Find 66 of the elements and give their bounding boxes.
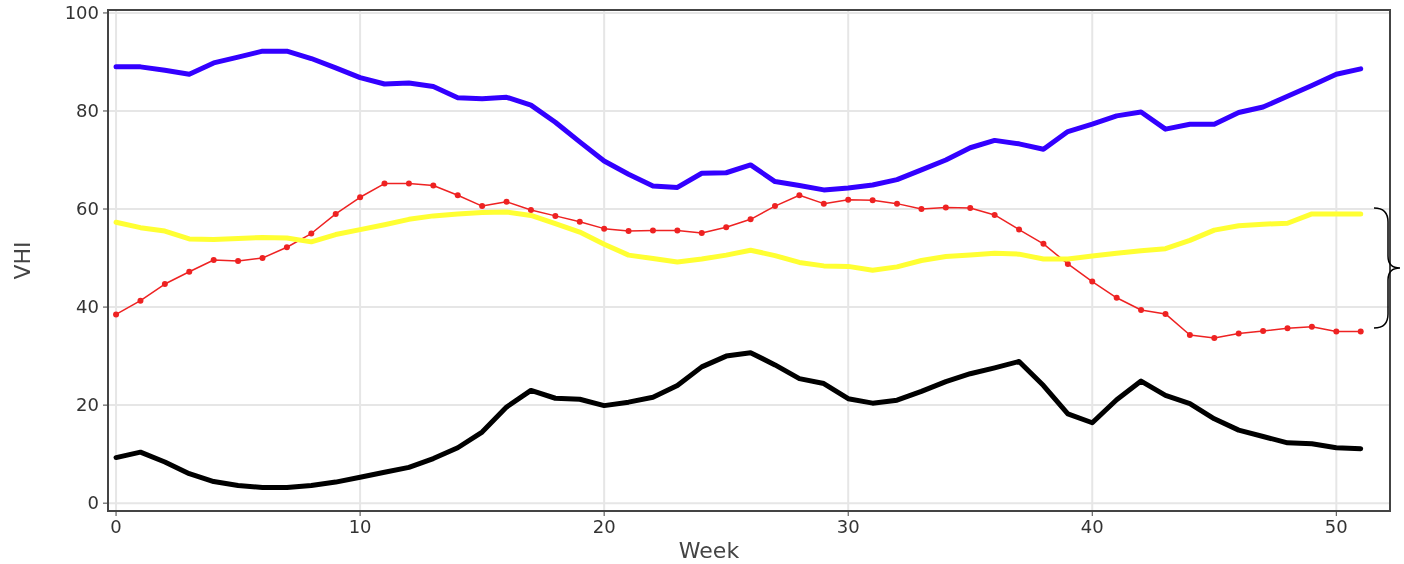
point xyxy=(1186,332,1193,339)
point xyxy=(332,210,339,217)
y-tick-label: 80 xyxy=(76,99,99,121)
y-tick-label: 20 xyxy=(76,394,99,416)
y-tick-label: 60 xyxy=(76,198,99,220)
y-tick-label: 100 xyxy=(64,1,99,23)
point xyxy=(747,216,754,223)
point xyxy=(869,197,876,204)
x-tick-label: 30 xyxy=(836,516,860,537)
point xyxy=(1089,278,1096,285)
point xyxy=(161,281,168,288)
x-tick-label: 40 xyxy=(1080,516,1104,537)
point xyxy=(625,228,632,235)
point xyxy=(1235,330,1242,337)
point xyxy=(649,227,656,234)
x-axis-title: Week xyxy=(678,538,740,563)
point xyxy=(1211,334,1218,341)
point xyxy=(235,257,242,264)
y-tick-label: 40 xyxy=(76,296,99,318)
point xyxy=(967,205,974,212)
point xyxy=(527,207,534,214)
point xyxy=(552,212,559,219)
point xyxy=(1357,328,1364,335)
point xyxy=(259,255,266,262)
point xyxy=(113,311,120,318)
point xyxy=(430,182,437,189)
point xyxy=(479,203,486,210)
point xyxy=(820,200,827,207)
point xyxy=(1260,328,1267,335)
point xyxy=(1040,240,1047,247)
point xyxy=(576,218,583,225)
point xyxy=(1333,328,1340,335)
point xyxy=(454,192,461,199)
point xyxy=(894,200,901,207)
point xyxy=(845,196,852,203)
point xyxy=(991,211,998,218)
point xyxy=(601,225,608,232)
y-tick-label: 0 xyxy=(87,492,99,514)
point xyxy=(137,297,144,304)
x-tick-label: 10 xyxy=(348,516,372,537)
point xyxy=(698,230,705,237)
point xyxy=(1138,307,1145,314)
point xyxy=(796,192,803,199)
point xyxy=(1113,294,1120,301)
x-tick-label: 50 xyxy=(1324,516,1348,537)
point xyxy=(405,180,412,187)
x-tick-label: 20 xyxy=(592,516,616,537)
point xyxy=(1016,226,1023,233)
point xyxy=(308,230,315,237)
x-tick-label: 0 xyxy=(110,516,122,537)
point xyxy=(674,227,681,234)
point xyxy=(1162,310,1169,317)
point xyxy=(283,244,290,251)
point xyxy=(381,180,388,187)
point xyxy=(186,268,193,275)
point xyxy=(210,257,217,264)
point xyxy=(357,194,364,201)
point xyxy=(503,198,510,205)
y-axis-title: VHI xyxy=(10,241,35,280)
point xyxy=(1064,260,1071,267)
point xyxy=(1284,325,1291,332)
point xyxy=(771,203,778,210)
point xyxy=(942,204,949,211)
point xyxy=(918,206,925,213)
point xyxy=(1308,323,1315,330)
point xyxy=(723,224,730,231)
